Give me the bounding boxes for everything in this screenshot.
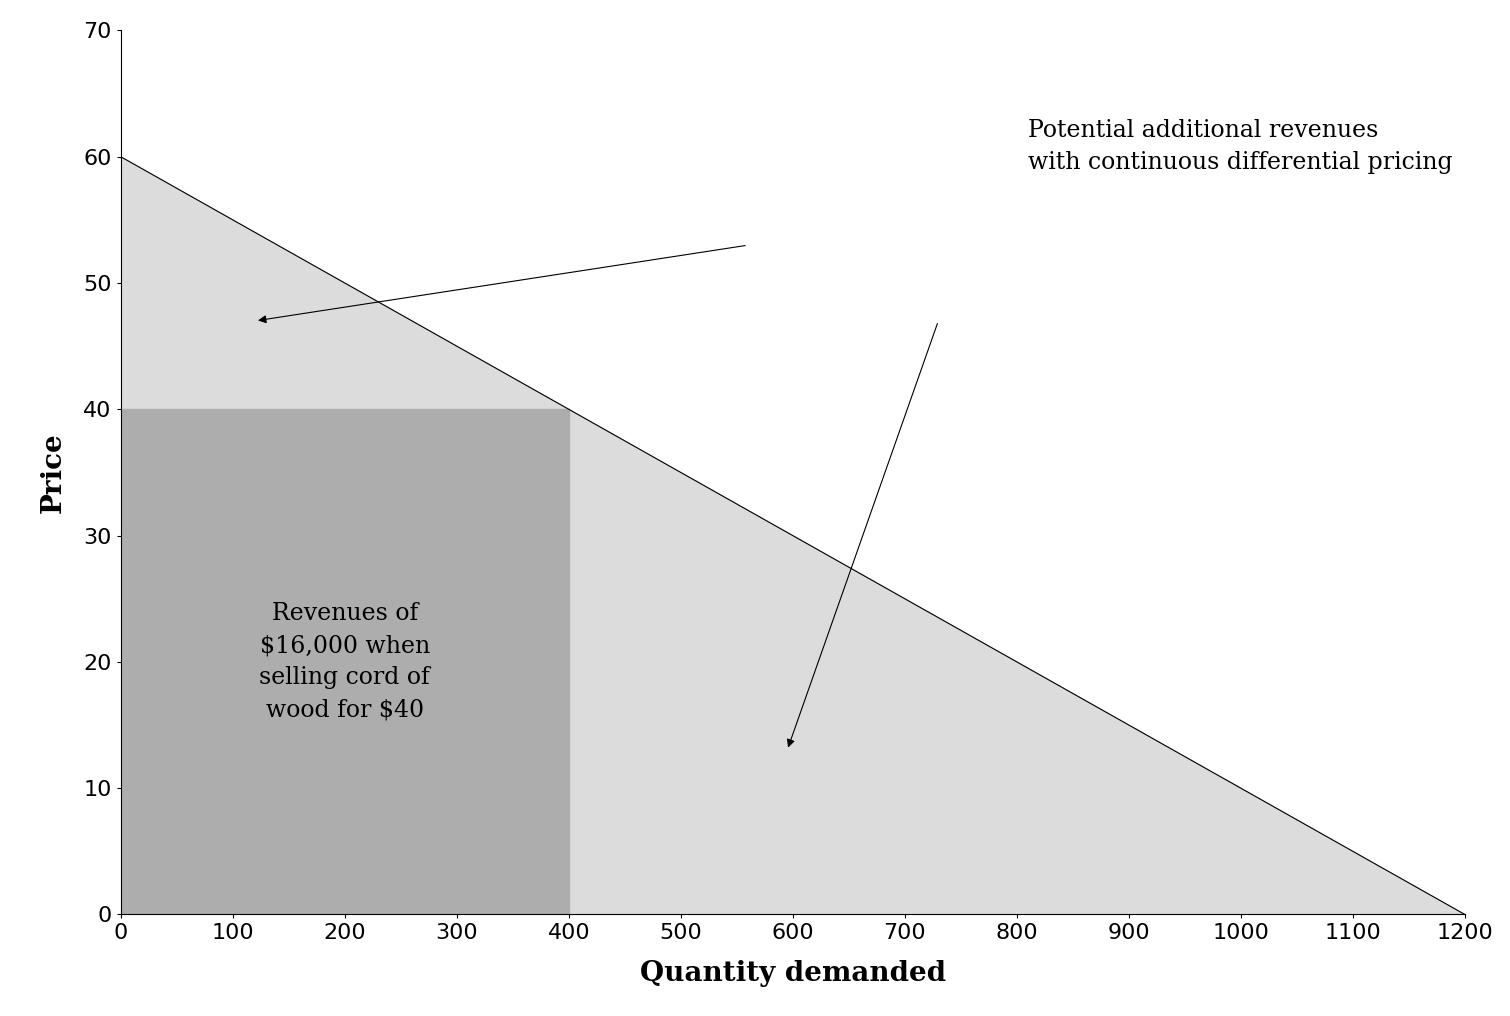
Y-axis label: Price: Price — [39, 432, 66, 513]
X-axis label: Quantity demanded: Quantity demanded — [640, 960, 945, 988]
Polygon shape — [121, 156, 1465, 914]
Text: Potential additional revenues
with continuous differential pricing: Potential additional revenues with conti… — [1028, 119, 1453, 174]
Polygon shape — [121, 409, 569, 914]
Text: Revenues of
$16,000 when
selling cord of
wood for $40: Revenues of $16,000 when selling cord of… — [260, 602, 430, 721]
